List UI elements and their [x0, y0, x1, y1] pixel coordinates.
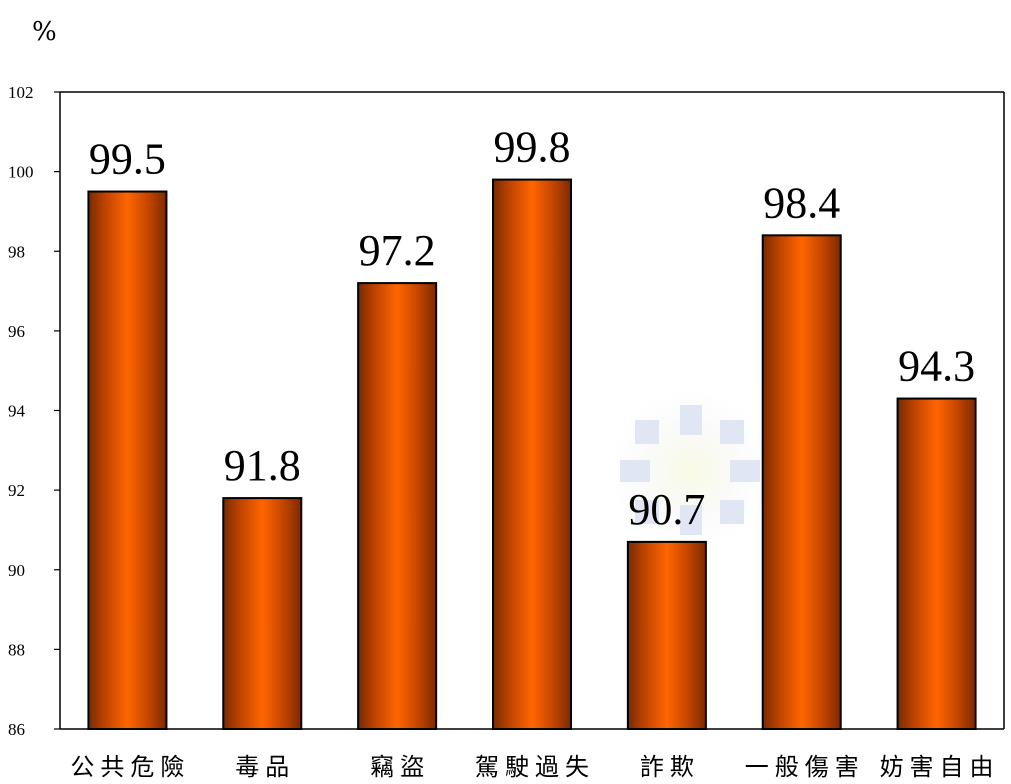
y-axis-ticks: 86 88 90 92 94 96 98 100 102: [8, 83, 60, 739]
bar-value-label: 99.8: [494, 123, 571, 172]
data-labels: 99.5 91.8 97.2 99.8 90.7 98.4 94.3: [89, 123, 975, 534]
bar: [492, 178, 572, 730]
y-axis-unit-label: %: [32, 17, 57, 47]
bar: [357, 282, 438, 730]
y-tick-label: 102: [8, 83, 34, 102]
bars: [87, 178, 977, 730]
category-label: 妨害自由: [880, 753, 1000, 781]
y-tick-label: 94: [8, 402, 26, 421]
y-tick-label: 92: [8, 481, 25, 500]
y-tick-label: 86: [8, 720, 25, 739]
category-label: 公共危險: [70, 753, 190, 781]
bar-value-label: 94.3: [898, 342, 975, 391]
category-label: 駕駛過失: [475, 753, 595, 781]
bar: [222, 497, 303, 730]
watermark-emblem: [610, 390, 770, 550]
bar-value-label: 90.7: [628, 485, 705, 534]
y-tick-label: 88: [8, 640, 25, 659]
bar-value-label: 97.2: [359, 226, 436, 275]
category-label: 一般傷害: [745, 753, 865, 781]
bar-value-label: 99.5: [89, 135, 166, 184]
y-tick-label: 90: [8, 561, 25, 580]
y-tick-label: 98: [8, 242, 25, 261]
bar-value-label: 91.8: [224, 441, 301, 490]
category-label: 竊盜: [370, 753, 430, 781]
bar: [896, 397, 977, 730]
y-tick-label: 100: [8, 163, 34, 182]
y-tick-label: 96: [8, 322, 25, 341]
bar: [626, 540, 707, 730]
bar-value-label: 98.4: [763, 178, 840, 227]
category-label: 詐欺: [640, 753, 700, 781]
bar: [761, 234, 842, 730]
x-axis-category-labels: 公共危險 毒品 竊盜 駕駛過失 詐欺 一般傷害 妨害自由: [70, 753, 1000, 781]
category-label: 毒品: [235, 753, 295, 781]
bar: [87, 190, 168, 730]
